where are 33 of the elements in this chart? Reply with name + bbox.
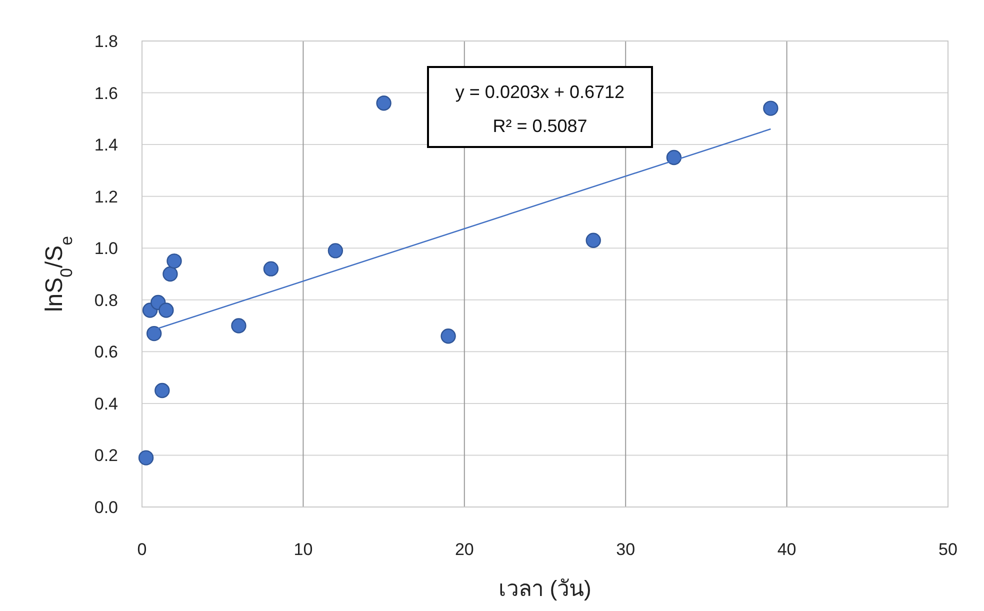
x-tick-label: 20 bbox=[454, 540, 474, 559]
point bbox=[154, 382, 170, 398]
point bbox=[586, 232, 601, 248]
point bbox=[666, 150, 682, 166]
x-tick-label: 10 bbox=[294, 540, 313, 559]
y-tick-label: 0.8 bbox=[94, 290, 118, 310]
point bbox=[166, 253, 182, 269]
y-tick-label: 1.4 bbox=[94, 136, 118, 155]
y-tick-label: 0.2 bbox=[94, 446, 118, 466]
x-tick-label: 50 bbox=[938, 540, 958, 559]
point bbox=[162, 266, 178, 282]
point bbox=[328, 243, 344, 258]
y-tick-label: 1.6 bbox=[94, 84, 118, 103]
point bbox=[376, 96, 392, 111]
point bbox=[263, 261, 279, 276]
y-tick-label: 1.0 bbox=[94, 239, 118, 258]
y-tick-label: 1.8 bbox=[94, 32, 118, 51]
annotation: R² = 0.5087 bbox=[492, 116, 588, 136]
point bbox=[158, 302, 174, 318]
y-tick-label: 0.4 bbox=[94, 394, 118, 414]
point bbox=[763, 100, 778, 116]
y-tick-label: 0.0 bbox=[94, 498, 118, 517]
x-axis-title: เวลา (วัน) bbox=[498, 576, 592, 601]
y-tick-label: 0.6 bbox=[94, 342, 118, 362]
point bbox=[231, 318, 246, 334]
annotation: y = 0.0203x + 0.6712 bbox=[455, 82, 625, 102]
point bbox=[138, 450, 154, 466]
x-tick-label: 30 bbox=[616, 540, 636, 559]
x-tick-label: 0 bbox=[137, 540, 147, 559]
point bbox=[146, 326, 162, 342]
x-tick-label: 40 bbox=[777, 540, 796, 559]
point bbox=[440, 328, 456, 344]
y-tick-label: 1.2 bbox=[94, 187, 118, 206]
